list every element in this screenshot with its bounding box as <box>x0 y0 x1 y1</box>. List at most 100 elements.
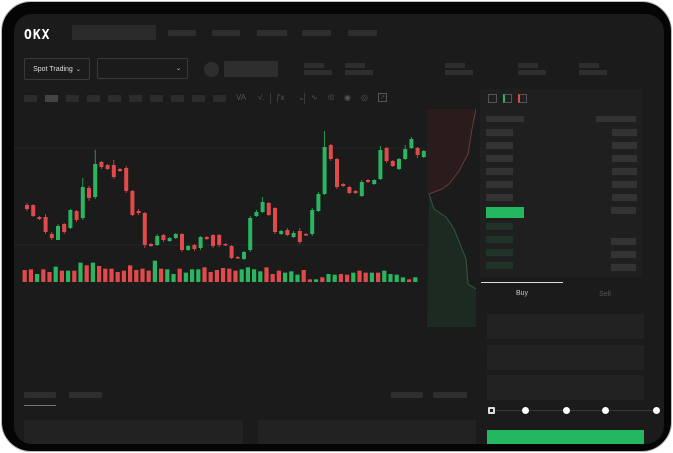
indicator-icon[interactable]: VA <box>236 93 247 102</box>
nav-item[interactable] <box>348 30 377 36</box>
timeframe-button[interactable] <box>24 95 37 102</box>
check-icon[interactable]: √. <box>258 93 265 102</box>
stat-label <box>518 63 538 68</box>
volume-bar <box>66 270 71 282</box>
volume-bar <box>53 266 58 282</box>
candle-body <box>43 217 48 232</box>
candles <box>25 131 426 260</box>
bid-amount <box>611 251 636 258</box>
total-input[interactable] <box>487 375 644 400</box>
candle-body <box>217 235 222 245</box>
volume-bar <box>270 274 275 282</box>
slider-step-75[interactable] <box>602 407 609 414</box>
ask-amount <box>612 142 637 149</box>
candle-body <box>87 188 91 198</box>
tab-order-history[interactable] <box>69 392 102 398</box>
volume-bar <box>140 268 145 282</box>
nav-item[interactable] <box>168 30 196 36</box>
stat-value <box>304 70 332 75</box>
volume-bar <box>183 272 188 282</box>
slider-step-100[interactable] <box>653 407 660 414</box>
slider-step-50[interactable] <box>563 407 570 414</box>
candle-body <box>291 233 296 237</box>
candle-body <box>211 235 215 246</box>
volume-bar <box>307 279 312 282</box>
candle-body <box>167 238 172 241</box>
divider <box>270 93 271 104</box>
asks-only-icon[interactable] <box>518 94 527 103</box>
volume-bar <box>103 268 108 282</box>
candle-body <box>310 210 315 234</box>
candle-body <box>142 213 147 245</box>
market-type-dropdown[interactable]: Spot Trading ⌄ <box>24 58 90 80</box>
volume-bar <box>109 268 114 282</box>
slider-handle[interactable] <box>488 407 495 414</box>
candle-body <box>161 235 166 240</box>
candle-body <box>285 230 290 235</box>
buy-tab[interactable]: Buy <box>515 290 529 297</box>
chevron-down-icon: ⌄ <box>175 66 181 72</box>
buy-button[interactable] <box>487 430 644 444</box>
pair-select[interactable]: ⌄ <box>97 58 188 79</box>
camera-icon[interactable]: ◉ <box>344 93 351 102</box>
stat-value <box>445 70 473 75</box>
candlestick-chart[interactable] <box>14 109 476 369</box>
both-sides-icon[interactable] <box>488 94 497 103</box>
more-button[interactable] <box>433 392 467 398</box>
settings-icon[interactable]: ◎ <box>361 93 368 102</box>
volume-bar <box>196 269 201 282</box>
nav-item[interactable] <box>302 30 331 36</box>
candle-body <box>155 236 160 245</box>
timeframe-button[interactable] <box>129 95 142 102</box>
timeframe-button[interactable] <box>192 95 205 102</box>
bottom-panel-right <box>258 420 476 444</box>
fullscreen-icon[interactable]: ↗ <box>378 93 387 102</box>
timeframe-button[interactable] <box>108 95 121 102</box>
candle-body <box>136 211 141 213</box>
nav-item[interactable] <box>212 30 240 36</box>
timeframe-button[interactable] <box>87 95 100 102</box>
volume-bar <box>320 277 325 282</box>
candle-body <box>254 212 259 216</box>
volume-bar <box>128 265 133 282</box>
bids-only-icon[interactable] <box>503 94 512 103</box>
function-icon[interactable]: ƒx <box>276 93 285 102</box>
ruler-icon[interactable]: ⧀ <box>328 93 335 102</box>
candle-body <box>31 205 36 216</box>
tab-open-orders[interactable] <box>24 392 56 398</box>
leverage-slider[interactable] <box>492 410 657 411</box>
candle-body <box>409 139 414 148</box>
slider-step-25[interactable] <box>522 407 529 414</box>
volume-bar <box>382 270 387 282</box>
filter-button[interactable] <box>391 392 423 398</box>
nav-item[interactable] <box>257 30 287 36</box>
candle-body <box>25 205 29 209</box>
timeframe-button[interactable] <box>213 95 226 102</box>
candle-body <box>421 151 426 157</box>
amount-input[interactable] <box>487 345 644 370</box>
candle-body <box>93 164 98 197</box>
candle-body <box>316 194 321 211</box>
ask-amount <box>612 168 637 175</box>
candle-body <box>99 162 104 167</box>
volume-bars <box>22 260 418 282</box>
timeframe-button[interactable] <box>45 95 58 102</box>
price-input[interactable] <box>487 314 644 339</box>
chevron-down-icon[interactable]: ⌄ <box>298 93 305 102</box>
timeframe-button[interactable] <box>66 95 79 102</box>
timeframe-button[interactable] <box>150 95 163 102</box>
volume-bar <box>208 272 213 282</box>
search-input[interactable] <box>72 25 156 40</box>
volume-bar <box>264 267 269 282</box>
candle-body <box>173 234 178 238</box>
candle-body <box>322 147 327 194</box>
stat-value <box>579 70 607 75</box>
timeframe-button[interactable] <box>171 95 184 102</box>
sell-tab[interactable]: Sell <box>599 291 611 298</box>
volume-bar <box>159 268 164 282</box>
wave-icon[interactable]: ∿ <box>311 93 318 102</box>
volume-bar <box>165 269 170 282</box>
candle-body <box>149 244 153 246</box>
candle-body <box>366 180 370 182</box>
candle-body <box>279 231 284 234</box>
